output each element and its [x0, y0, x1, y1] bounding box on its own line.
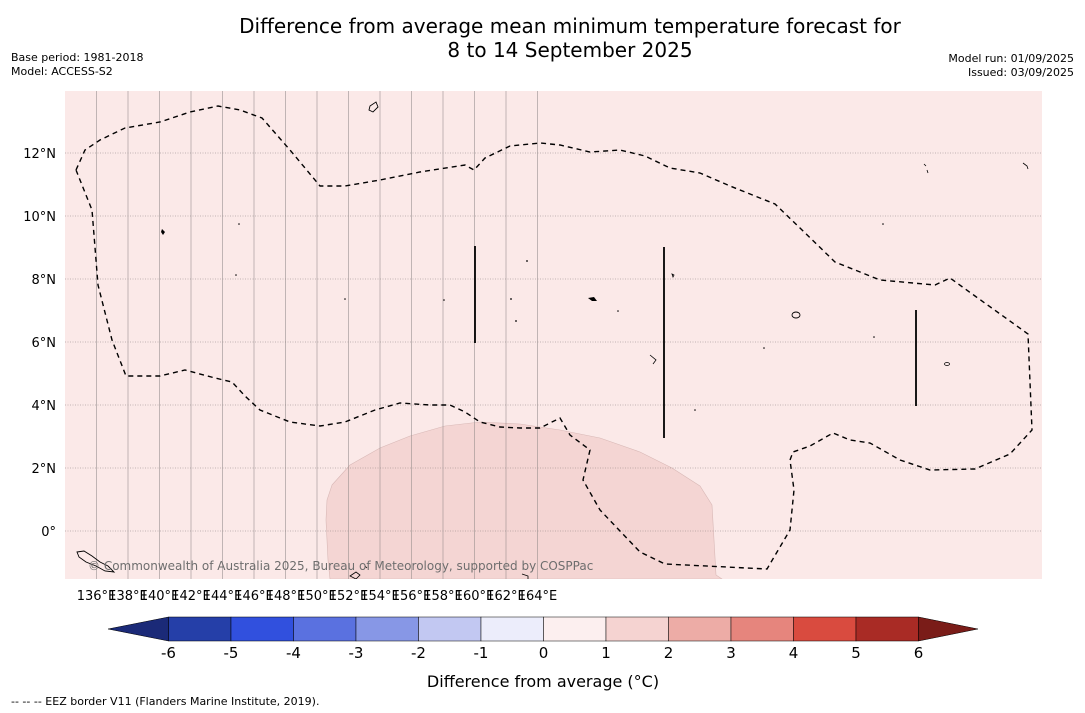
island-new-guinea-coast — [76, 550, 116, 573]
island — [515, 320, 517, 322]
latitude-tick-label: 0° — [41, 525, 56, 540]
colorbar-segment — [293, 616, 357, 642]
island-guam — [368, 101, 379, 113]
colorbar-tick-label: -3 — [349, 644, 364, 662]
island — [617, 310, 619, 312]
colorbar-segment — [168, 616, 232, 642]
colorbar-tick-label: -6 — [161, 644, 176, 662]
island-chuuk — [588, 297, 597, 301]
longitude-tick-label: 144°E — [203, 589, 243, 604]
model-name: Model: ACCESS-S2 — [11, 65, 113, 78]
colorbar-tick-label: -4 — [286, 644, 301, 662]
colorbar-tick-label: 6 — [914, 644, 924, 662]
colorbar-tick-label: -2 — [411, 644, 426, 662]
longitude-tick-label: 142°E — [171, 589, 211, 604]
longitude-tick-label: 138°E — [108, 589, 148, 604]
longitude-tick-label: 160°E — [455, 589, 495, 604]
colorbar-tick-label: 2 — [664, 644, 674, 662]
colorbar-tick-label: 0 — [539, 644, 549, 662]
longitude-tick-label: 148°E — [266, 589, 306, 604]
island — [238, 223, 240, 225]
meta-right: Model run: 01/09/2025 Issued: 03/09/2025 — [948, 52, 1074, 80]
colorbar-tick-label: 1 — [601, 644, 611, 662]
longitude-tick-label: 158°E — [423, 589, 463, 604]
island — [521, 573, 529, 579]
island-kosrae — [944, 362, 950, 366]
colorbar-tick-label: 4 — [789, 644, 799, 662]
longitude-tick-label: 136°E — [77, 589, 117, 604]
colorbar-segment — [355, 616, 419, 642]
latitude-labels: 12°N 10°N 8°N 6°N 4°N 2°N 0° — [23, 147, 56, 540]
island — [649, 354, 657, 365]
colorbar-over-arrow — [918, 616, 979, 642]
colorbar-segment — [418, 616, 482, 642]
longitude-tick-label: 150°E — [297, 589, 337, 604]
meta-left: Base period: 1981-2018 Model: ACCESS-S2 — [11, 51, 143, 79]
footnote: -- -- -- EEZ border V11 (Flanders Marine… — [11, 695, 320, 708]
island — [671, 273, 675, 279]
colorbar-tick-label: -5 — [224, 644, 239, 662]
map-title: Difference from average mean minimum tem… — [0, 14, 1085, 62]
colorbar-label: Difference from average (°C) — [427, 672, 659, 691]
colorbar-tick-label: 3 — [726, 644, 736, 662]
colorbar-tick-label: -1 — [474, 644, 489, 662]
longitude-labels: 136°E138°E140°E142°E144°E146°E148°E150°E… — [77, 589, 558, 604]
colorbar-segment — [230, 616, 294, 642]
title-line-2: 8 to 14 September 2025 — [447, 38, 693, 62]
colorbar-segment — [480, 616, 544, 642]
island — [161, 229, 165, 235]
colorbar-segment — [855, 616, 919, 642]
longitude-tick-label: 146°E — [234, 589, 274, 604]
colorbar-segment — [793, 616, 857, 642]
island — [694, 409, 696, 411]
island — [923, 163, 929, 174]
island — [344, 298, 346, 300]
island — [526, 260, 528, 262]
latitude-tick-label: 4°N — [32, 399, 57, 414]
colorbar-tick-label: 5 — [851, 644, 861, 662]
island — [763, 347, 765, 349]
colorbar-under-arrow — [107, 616, 169, 642]
copyright-text: © Commonwealth of Australia 2025, Bureau… — [88, 559, 593, 573]
latitude-tick-label: 2°N — [32, 462, 57, 477]
anomaly-area-1-to-2 — [325, 421, 723, 579]
issued-date: Issued: 03/09/2025 — [967, 66, 1074, 79]
latitude-tick-label: 12°N — [23, 147, 56, 162]
map-content: © Commonwealth of Australia 2025, Bureau… — [65, 91, 1042, 579]
longitude-tick-label: 152°E — [329, 589, 369, 604]
eez-border — [75, 105, 1033, 570]
longitude-tick-label: 156°E — [392, 589, 432, 604]
island — [443, 299, 445, 301]
latitude-tick-label: 10°N — [23, 210, 56, 225]
base-period: Base period: 1981-2018 — [11, 51, 144, 64]
colorbar-segment — [730, 616, 794, 642]
island — [349, 565, 368, 579]
latitude-tick-label: 8°N — [32, 273, 57, 288]
colorbar-segment — [668, 616, 732, 642]
title-line-1: Difference from average mean minimum tem… — [239, 14, 901, 38]
colorbar-segment — [605, 616, 669, 642]
graticule — [65, 91, 1042, 579]
island — [873, 336, 875, 338]
longitude-tick-label: 162°E — [486, 589, 526, 604]
longitude-tick-label: 164°E — [518, 589, 558, 604]
longitude-tick-label: 140°E — [140, 589, 180, 604]
island — [235, 274, 237, 276]
latitude-tick-label: 6°N — [32, 336, 57, 351]
colorbar: -6 -5 -4 -3 -2 -1 0 1 2 3 4 5 6 — [107, 616, 979, 662]
model-run: Model run: 01/09/2025 — [948, 52, 1074, 65]
island — [1022, 162, 1029, 170]
colorbar-segment — [543, 616, 607, 642]
island — [882, 223, 884, 225]
island-pohnpei — [791, 311, 801, 319]
longitude-tick-label: 154°E — [360, 589, 400, 604]
island — [510, 298, 512, 300]
